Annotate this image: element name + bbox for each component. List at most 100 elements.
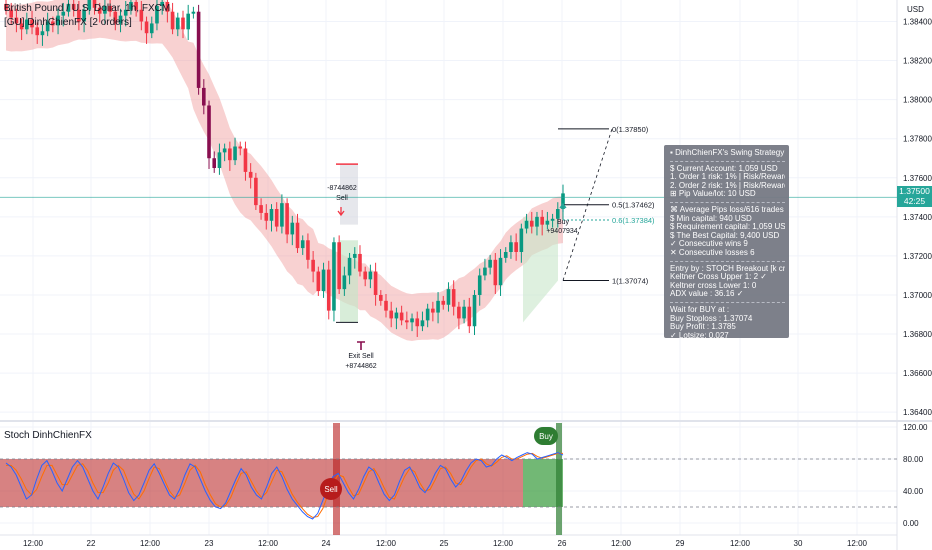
candle-body (175, 17, 180, 30)
buy-signal-bubble (534, 427, 558, 445)
candle-body (233, 146, 237, 161)
y-tick-label: 1.37600 (903, 174, 932, 183)
candle-body (202, 87, 206, 106)
candle-body (144, 21, 149, 34)
candle-body (269, 209, 274, 221)
candle-body (389, 310, 394, 319)
candle-body (321, 269, 326, 292)
candle-body (228, 148, 232, 161)
candle-body (405, 320, 409, 323)
annotation-label: Exit Sell (348, 353, 374, 360)
candle-body (160, 1, 164, 6)
x-tick-label: 12:00 (611, 539, 632, 548)
candle-body (71, 3, 76, 10)
info-line: $ Current Account: 1,059 USD (670, 164, 778, 173)
fib-level-label: 0(1.37850) (612, 125, 649, 134)
candle-body (108, 5, 112, 12)
x-tick-label: 12:00 (258, 539, 279, 548)
candle-body (45, 21, 50, 32)
candle-body (488, 259, 492, 268)
divider (670, 201, 785, 203)
fib-level-label: 1(1.37074) (612, 277, 649, 286)
stoch-y-tick-label: 0.00 (903, 519, 919, 528)
candle-body (472, 294, 477, 327)
candle-body (498, 257, 503, 286)
candle-body (368, 271, 373, 280)
candle-body (446, 289, 451, 305)
strategy-info-panel: ▪ DinhChienFX's Swing Strategy $ Current… (664, 145, 789, 339)
candle-body (524, 220, 529, 229)
candle-body (274, 209, 279, 227)
x-tick-label: 29 (676, 539, 685, 548)
candle-body (373, 271, 378, 295)
x-tick-label: 12:00 (140, 539, 161, 548)
info-line: Wait for BUY at : (670, 305, 730, 314)
candle-body (394, 312, 399, 319)
candle-body (170, 11, 175, 30)
info-title: ▪ DinhChienFX's Swing Strategy (670, 149, 785, 157)
sell-arrow-icon (337, 207, 345, 217)
y-tick-label: 1.38200 (903, 57, 932, 66)
indicator-title[interactable]: [GU] DinhChienFX [2 orders] (4, 17, 132, 28)
candle-body (379, 294, 383, 301)
candle-body (243, 148, 248, 172)
candle-body (139, 9, 144, 22)
candle-body (129, 1, 133, 10)
x-tick-label: 12:00 (376, 539, 397, 548)
candle-body (56, 15, 60, 26)
info-line: 2. Order 2 risk: 1% | Risk/Reward 2: 1/1… (670, 181, 785, 190)
candle-body (254, 177, 258, 206)
candle-body (457, 306, 461, 319)
candle-body (77, 9, 81, 22)
info-line: 1. Order 1 risk: 1% | Risk/Reward 1: 1/1 (670, 173, 785, 182)
candle-body (14, 17, 19, 24)
candle-body (9, 9, 14, 18)
candle-body (19, 23, 24, 30)
candle-body (352, 253, 357, 258)
candle-body (358, 253, 362, 272)
y-tick-label: 1.36600 (903, 369, 932, 378)
candle-body (191, 11, 196, 14)
candle-body (149, 23, 154, 34)
candle-body (462, 306, 466, 319)
countdown-badge: 42:25 (897, 196, 932, 207)
exit-marker-icon (357, 341, 365, 350)
stoch-sell-zone (0, 459, 523, 507)
sell-signal-bubble (320, 478, 342, 500)
candle-body (212, 158, 217, 168)
stoch-y-tick-label: 80.00 (903, 455, 924, 464)
candle-body (529, 220, 534, 227)
y-tick-label: 1.37400 (903, 213, 932, 222)
candle-body (40, 31, 45, 36)
candle-body (66, 3, 71, 12)
candle-body (25, 19, 29, 30)
candle-body (238, 146, 243, 149)
x-tick-label: 30 (794, 539, 803, 548)
info-line: Keltner cross Lower 1: 0 (670, 281, 757, 290)
sell-profit-zone (340, 240, 358, 323)
candle-body (196, 11, 201, 88)
candle-body (467, 306, 472, 327)
info-line: ✓ Consecutive wins 9 (670, 240, 748, 249)
candle-body (97, 7, 102, 14)
candle-body (326, 269, 331, 311)
currency-label: USD (907, 5, 924, 14)
x-tick-label: 12:00 (23, 539, 44, 548)
y-tick-label: 1.36400 (903, 408, 932, 417)
last-price-badge: 1.37500 (897, 186, 932, 197)
candle-body (483, 267, 487, 276)
candle-body (207, 105, 211, 159)
candle-body (311, 259, 315, 272)
candle-body (477, 275, 482, 295)
sell-signal-label: Sell (324, 485, 338, 494)
candle-body (514, 242, 518, 252)
stoch-title[interactable]: Stoch DinhChienFX (4, 430, 92, 441)
candle-body (399, 312, 404, 321)
candle-body (155, 5, 159, 24)
candle-body (451, 289, 456, 307)
candle-body (92, 0, 97, 8)
x-tick-label: 12:00 (847, 539, 868, 548)
info-line: $ Requirement capital: 1,059 USD (670, 223, 785, 232)
keltner-band (6, 0, 563, 341)
